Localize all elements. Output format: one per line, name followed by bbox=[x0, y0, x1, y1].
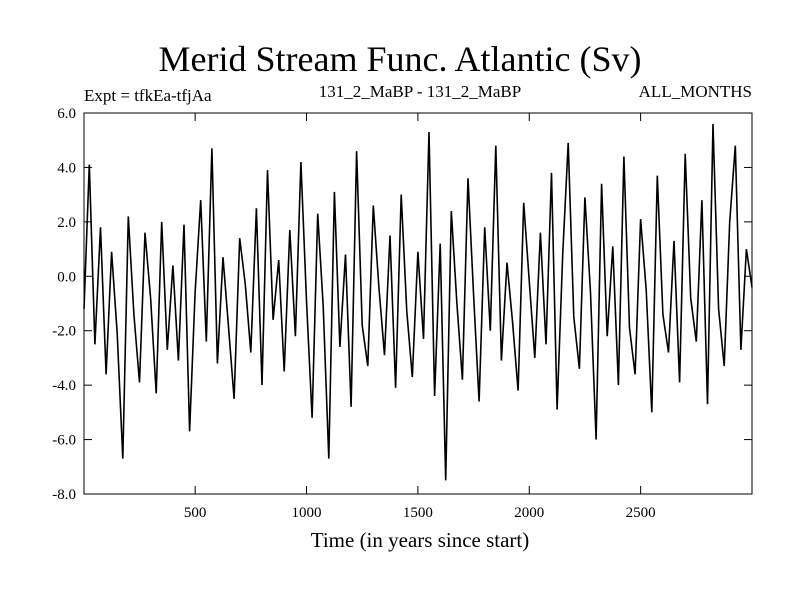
y-tick-label: 2.0 bbox=[57, 215, 76, 231]
experiment-label: Expt = tfkEa-tfjAa bbox=[84, 86, 212, 105]
x-tick-label: 2500 bbox=[626, 505, 656, 521]
months-label: ALL_MONTHS bbox=[638, 82, 752, 101]
plot-frame bbox=[83, 112, 753, 495]
x-axis-label: Time (in years since start) bbox=[310, 528, 530, 552]
run-comparison-label: 131_2_MaBP - 131_2_MaBP bbox=[318, 82, 522, 101]
y-tick-label: 0.0 bbox=[57, 269, 76, 285]
x-tick-label: 2000 bbox=[514, 505, 544, 521]
series-line-0 bbox=[83, 123, 753, 481]
x-tick-label: 1500 bbox=[403, 505, 433, 521]
y-tick-label: 6.0 bbox=[57, 106, 76, 122]
y-tick-label: -6.0 bbox=[52, 433, 76, 449]
chart-title: Merid Stream Func. Atlantic (Sv) bbox=[158, 39, 642, 79]
series-group bbox=[83, 123, 753, 481]
axis-ticks: -8.0 -6.0 -4.0 -2.0 0.0 2.0 4.0 6.0 500 1000 1500 2… bbox=[52, 106, 752, 521]
y-tick-label: -8.0 bbox=[52, 487, 76, 503]
x-tick-label: 1000 bbox=[292, 505, 322, 521]
x-tick-label: 500 bbox=[184, 505, 207, 521]
y-tick-label: 4.0 bbox=[57, 160, 76, 176]
y-tick-label: -4.0 bbox=[52, 378, 76, 394]
y-tick-label: -2.0 bbox=[52, 324, 76, 340]
